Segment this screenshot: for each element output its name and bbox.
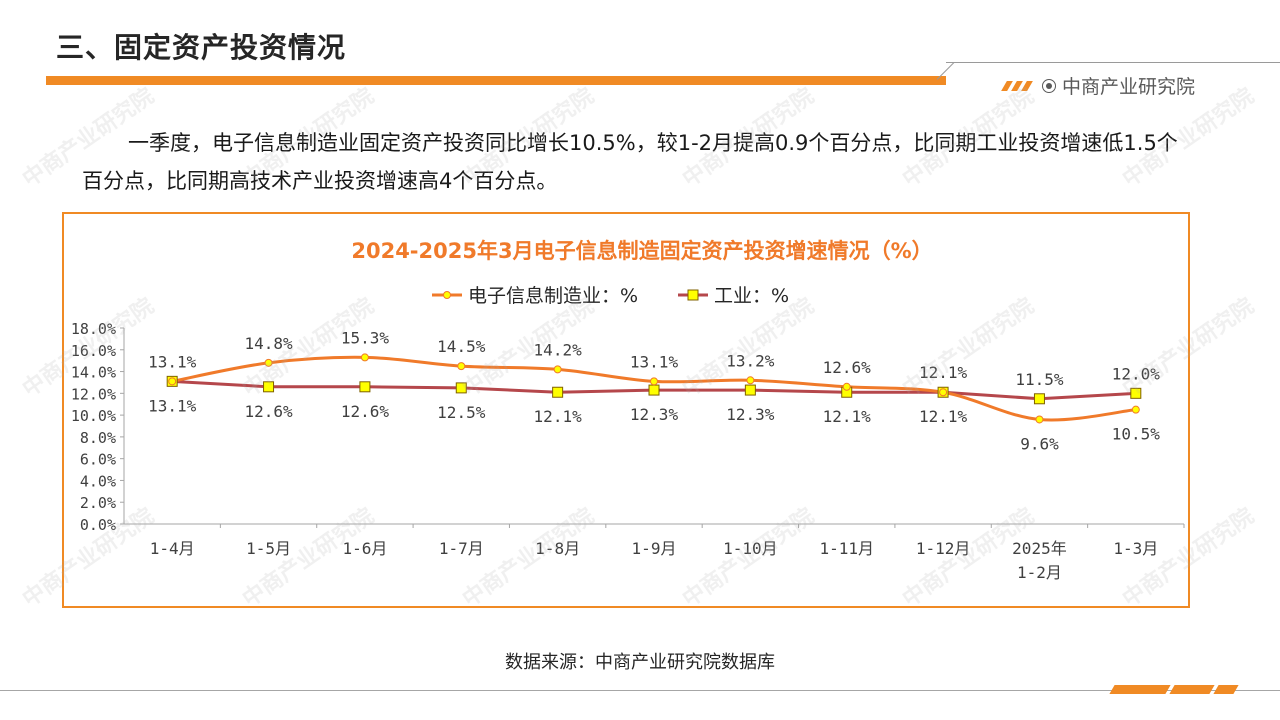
x-tick-label: 1-9月 — [632, 539, 677, 558]
data-point-electronic — [264, 358, 273, 367]
data-label-electronic: 13.2% — [726, 351, 775, 370]
data-source-note: 数据来源：中商产业研究院数据库 — [505, 652, 775, 673]
chart-title: 2024-2025年3月电子信息制造固定资产投资增速情况（%） — [351, 239, 932, 263]
legend-label-electronic: 电子信息制造业：% — [468, 285, 638, 307]
data-point-industry — [552, 386, 564, 398]
y-tick-label: 10.0% — [71, 407, 116, 425]
data-point-electronic — [457, 362, 466, 371]
intro-paragraph: 一季度，电子信息制造业固定资产投资同比增长10.5%，较1-2月提高0.9个百分… — [82, 131, 1178, 193]
data-point-electronic — [842, 382, 851, 391]
data-label-industry: 12.3% — [726, 405, 775, 424]
x-tick-label: 2025年 — [1012, 539, 1067, 558]
line-chart: 2024-2025年3月电子信息制造固定资产投资增速情况（%） 电子信息制造业：%… — [71, 239, 1185, 582]
data-point-industry — [1033, 393, 1045, 405]
data-label-industry: 10.5% — [1112, 425, 1161, 444]
data-label-industry: 12.6% — [244, 402, 293, 421]
header-stripes — [1001, 76, 1034, 95]
data-label-industry: 13.1% — [148, 396, 197, 415]
data-point-electronic — [553, 365, 562, 374]
footer-stripes — [1109, 679, 1240, 698]
data-point-industry — [1130, 387, 1142, 399]
data-point-industry — [648, 384, 660, 396]
y-tick-label: 6.0% — [80, 451, 116, 469]
legend-marker-industry — [687, 289, 699, 301]
data-label-electronic: 14.8% — [244, 334, 293, 353]
x-tick-label: 1-7月 — [439, 539, 484, 558]
data-point-electronic — [1035, 415, 1044, 424]
data-point-electronic — [168, 377, 177, 386]
data-label-industry: 12.1% — [534, 407, 583, 426]
data-label-electronic: 13.1% — [630, 352, 679, 371]
y-tick-label: 8.0% — [80, 429, 116, 447]
legend-label-industry: 工业：% — [714, 285, 789, 307]
data-point-electronic — [360, 353, 369, 362]
data-point-electronic — [746, 376, 755, 385]
brand-logo: 中商产业研究院 — [1042, 72, 1195, 99]
x-tick-label: 1-2月 — [1017, 563, 1062, 582]
legend-marker-electronic — [443, 291, 451, 299]
data-label-industry: 12.6% — [341, 402, 390, 421]
x-tick-label: 1-6月 — [342, 539, 387, 558]
data-label-electronic: 11.5% — [1015, 370, 1064, 389]
x-tick-label: 1-8月 — [535, 539, 580, 558]
data-point-industry — [744, 384, 756, 396]
chart-container: 2024-2025年3月电子信息制造固定资产投资增速情况（%） 电子信息制造业：%… — [62, 212, 1190, 608]
x-tick-label: 1-5月 — [246, 539, 291, 558]
y-tick-label: 0.0% — [80, 516, 116, 534]
data-point-industry — [359, 381, 371, 393]
brand-name: 中商产业研究院 — [1062, 76, 1196, 98]
data-point-electronic — [650, 377, 658, 386]
data-label-industry: 9.6% — [1020, 434, 1059, 453]
data-point-industry — [263, 381, 275, 393]
y-tick-label: 4.0% — [80, 472, 116, 490]
data-label-industry: 12.1% — [919, 407, 968, 426]
x-tick-label: 1-11月 — [819, 539, 874, 558]
data-label-electronic: 13.1% — [148, 352, 197, 371]
data-point-electronic — [939, 388, 948, 397]
x-tick-label: 1-10月 — [723, 539, 778, 558]
data-label-industry: 12.3% — [630, 405, 679, 424]
header-divider — [946, 62, 1280, 63]
data-label-electronic: 14.5% — [437, 337, 486, 356]
x-tick-label: 1-4月 — [150, 539, 195, 558]
y-tick-label: 18.0% — [71, 320, 116, 338]
y-tick-label: 2.0% — [80, 494, 116, 512]
data-label-electronic: 12.6% — [823, 358, 872, 377]
x-tick-label: 1-12月 — [916, 539, 971, 558]
data-label-industry: 12.1% — [823, 407, 872, 426]
y-tick-label: 12.0% — [71, 385, 116, 403]
data-label-electronic: 12.1% — [919, 363, 968, 382]
data-label-electronic: 12.0% — [1112, 364, 1161, 383]
title-underline — [46, 76, 946, 85]
brand-circle-icon — [1042, 78, 1056, 93]
data-label-electronic: 14.2% — [534, 340, 583, 359]
page-title: 三、固定资产投资情况 — [56, 31, 347, 64]
data-point-electronic — [1131, 405, 1140, 414]
x-tick-label: 1-3月 — [1113, 539, 1158, 558]
data-point-industry — [455, 382, 467, 394]
footer-divider — [0, 690, 1280, 691]
y-tick-label: 14.0% — [71, 364, 116, 382]
y-tick-label: 16.0% — [71, 342, 116, 360]
data-label-industry: 12.5% — [437, 403, 486, 422]
data-label-electronic: 15.3% — [341, 328, 390, 347]
